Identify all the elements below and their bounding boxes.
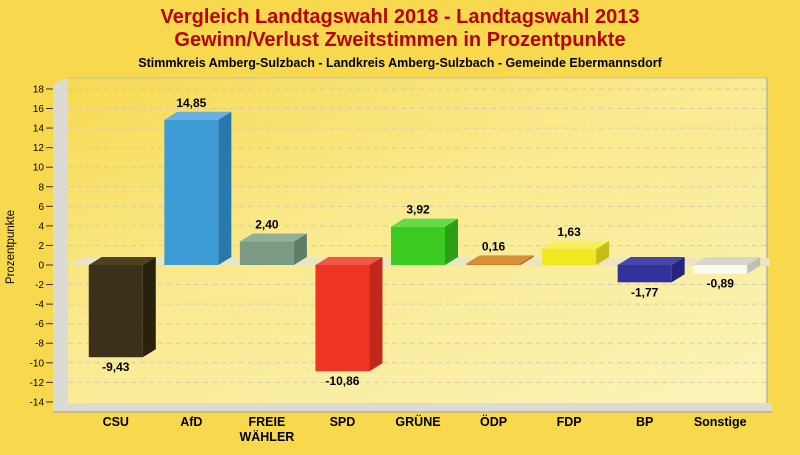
bar-top xyxy=(239,233,307,242)
value-label: 1,63 xyxy=(557,225,581,239)
y-tick-label: 0 xyxy=(38,261,44,272)
y-tick-label: 8 xyxy=(38,182,44,193)
bar-FDP: 1,63 xyxy=(542,225,610,265)
category-label: WÄHLER xyxy=(239,429,294,444)
bar-side xyxy=(747,257,761,274)
y-tick-label: 4 xyxy=(38,221,44,232)
bar-front xyxy=(466,263,521,265)
y-tick-label: 2 xyxy=(38,241,44,252)
bar-top xyxy=(391,218,458,227)
bar-BP: -1,77 xyxy=(617,257,685,299)
bar-side xyxy=(671,257,685,283)
bar-FREIE WÄHLER: 2,40 xyxy=(239,218,307,265)
category-label: FREIE xyxy=(248,415,285,429)
bar-top xyxy=(164,111,232,120)
bar-SPD: -10,86 xyxy=(315,257,383,388)
bar-front xyxy=(391,226,445,265)
category-label: ÖDP xyxy=(480,414,507,429)
bar-chart-area: 18 16 14 12 10 8 6 4 2 0 -2 -4 -6 -8 -10 -12 -14 -9,43 14,… xyxy=(0,75,800,450)
bar-top xyxy=(466,255,534,264)
bar-Sonstige: -0,89 xyxy=(693,257,761,291)
bar-GRÜNE: 3,92 xyxy=(391,203,458,265)
bar-AfD: 14,85 xyxy=(164,96,232,265)
chart-title-line1: Vergleich Landtagswahl 2018 - Landtagswa… xyxy=(160,6,640,28)
value-label: 2,40 xyxy=(255,218,279,232)
bar-front xyxy=(693,265,748,274)
bar-side xyxy=(445,218,458,265)
bar-top xyxy=(88,257,156,265)
y-tick-label: 14 xyxy=(33,124,45,135)
bar-top xyxy=(315,257,383,265)
bar-side xyxy=(293,233,307,265)
left-wall-3d xyxy=(53,78,68,409)
chart-header: Vergleich Landtagswahl 2018 - Landtagswa… xyxy=(0,6,800,71)
value-label: 14,85 xyxy=(176,96,206,110)
bar-side xyxy=(520,255,534,265)
bar-top xyxy=(617,257,685,265)
y-tick-label: -10 xyxy=(30,358,45,369)
bar-front xyxy=(315,265,370,372)
bar-top xyxy=(542,241,610,250)
bar-side xyxy=(142,257,156,358)
bar-front xyxy=(88,265,143,358)
value-label: 3,92 xyxy=(406,203,430,217)
bar-side xyxy=(369,257,383,372)
value-label: 0,16 xyxy=(482,239,506,253)
chart-title-line2: Gewinn/Verlust Zweitstimmen in Prozentpu… xyxy=(174,29,626,51)
category-label: CSU xyxy=(103,415,129,429)
y-axis-title: Prozentpunkte xyxy=(5,210,17,284)
y-tick-label: -6 xyxy=(35,319,44,330)
y-tick-label: 12 xyxy=(33,143,45,154)
bar-front xyxy=(542,249,597,265)
y-tick-label: -4 xyxy=(35,300,44,311)
floor-3d xyxy=(53,403,772,412)
category-label: BP xyxy=(636,415,653,429)
value-label: -1,77 xyxy=(631,285,659,299)
bar-front xyxy=(239,241,294,265)
value-label: -0,89 xyxy=(707,277,735,291)
bar-CSU: -9,43 xyxy=(88,257,156,374)
bar-ÖDP: 0,16 xyxy=(466,239,534,265)
y-tick-label: -2 xyxy=(35,280,44,291)
y-tick-label: -8 xyxy=(35,339,44,350)
3d-bar-chart: 18 16 14 12 10 8 6 4 2 0 -2 -4 -6 -8 -10 -12 -14 -9,43 14,… xyxy=(5,77,772,444)
y-tick-label: 16 xyxy=(33,104,45,115)
y-tick-label: 6 xyxy=(38,202,44,213)
bar-side xyxy=(596,241,610,265)
value-label: -9,43 xyxy=(102,360,130,374)
category-label: SPD xyxy=(330,415,356,429)
value-label: -10,86 xyxy=(325,374,359,388)
bar-top xyxy=(693,257,761,265)
category-label: GRÜNE xyxy=(395,414,440,429)
y-tick-label: -14 xyxy=(30,397,45,408)
y-tick-label: -12 xyxy=(30,378,45,389)
y-tick-label: 18 xyxy=(33,84,45,95)
bar-front xyxy=(617,265,672,283)
category-label: FDP xyxy=(557,415,582,429)
bar-side xyxy=(218,111,232,265)
bar-front xyxy=(164,119,219,265)
category-label: Sonstige xyxy=(694,415,747,429)
chart-subtitle-region: Stimmkreis Amberg-Sulzbach - Landkreis A… xyxy=(138,56,662,70)
y-tick-label: 10 xyxy=(33,163,45,174)
category-label: AfD xyxy=(180,415,202,429)
